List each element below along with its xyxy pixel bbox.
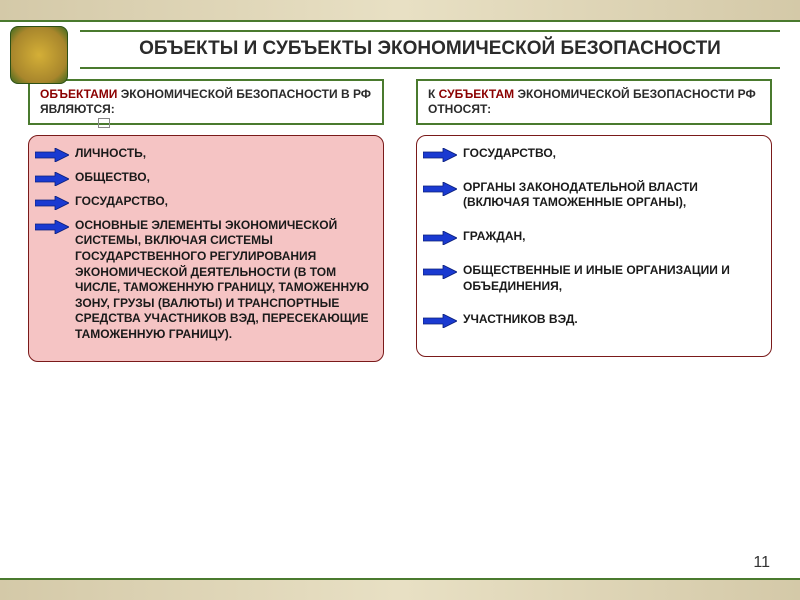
list-item: ГРАЖДАН, [423,229,763,245]
right-panel: ГОСУДАРСТВО, ОРГАНЫ ЗАКОНОДАТЕЛЬНОЙ ВЛАСТ… [416,135,772,357]
list-item-text: ОБЩЕСТВО, [75,170,150,186]
list-item: ЛИЧНОСТЬ, [35,146,375,162]
columns: ОБЪЕКТАМИ ЭКОНОМИЧЕСКОЙ БЕЗОПАСНОСТИ В Р… [0,69,800,362]
left-header-keyword: ОБЪЕКТАМИ [40,87,117,101]
list-item: ОБЩЕСТВЕННЫЕ И ИНЫЕ ОРГАНИЗАЦИИ И ОБЪЕДИ… [423,263,763,294]
list-item-text: ГРАЖДАН, [463,229,525,245]
list-item-text: ОБЩЕСТВЕННЫЕ И ИНЫЕ ОРГАНИЗАЦИИ И ОБЪЕДИ… [463,263,763,294]
arrow-icon [35,196,69,210]
right-column: К СУБЪЕКТАМ ЭКОНОМИЧЕСКОЙ БЕЗОПАСНОСТИ Р… [416,79,772,362]
title-area: ОБЪЕКТЫ И СУБЪЕКТЫ ЭКОНОМИЧЕСКОЙ БЕЗОПАС… [80,30,780,69]
list-item: ОБЩЕСТВО, [35,170,375,186]
frame-bottom [0,578,800,600]
left-panel: ЛИЧНОСТЬ, ОБЩЕСТВО, ГОСУДАРСТВО, ОСНОВНЫЕ Э… [28,135,384,362]
decorative-rect [98,118,110,128]
frame-top [0,0,800,22]
list-item: УЧАСТНИКОВ ВЭД. [423,312,763,328]
right-header: К СУБЪЕКТАМ ЭКОНОМИЧЕСКОЙ БЕЗОПАСНОСТИ Р… [416,79,772,125]
right-header-keyword: СУБЪЕКТАМ [439,87,514,101]
arrow-icon [423,231,457,245]
list-item: ОСНОВНЫЕ ЭЛЕМЕНТЫ ЭКОНОМИЧЕСКОЙ СИСТЕМЫ,… [35,218,375,343]
list-item: ГОСУДАРСТВО, [423,146,763,162]
left-header: ОБЪЕКТАМИ ЭКОНОМИЧЕСКОЙ БЕЗОПАСНОСТИ В Р… [28,79,384,125]
list-item-text: УЧАСТНИКОВ ВЭД. [463,312,578,328]
arrow-icon [423,182,457,196]
list-item-text: ОРГАНЫ ЗАКОНОДАТЕЛЬНОЙ ВЛАСТИ (ВКЛЮЧАЯ Т… [463,180,763,211]
arrow-icon [35,220,69,234]
list-item-text: ГОСУДАРСТВО, [463,146,556,162]
arrow-icon [423,148,457,162]
right-header-pre: К [428,87,439,101]
arrow-icon [35,172,69,186]
arrow-icon [423,265,457,279]
list-item-text: ГОСУДАРСТВО, [75,194,168,210]
arrow-icon [423,314,457,328]
emblem-icon [10,26,68,84]
left-column: ОБЪЕКТАМИ ЭКОНОМИЧЕСКОЙ БЕЗОПАСНОСТИ В Р… [28,79,384,362]
list-item: ОРГАНЫ ЗАКОНОДАТЕЛЬНОЙ ВЛАСТИ (ВКЛЮЧАЯ Т… [423,180,763,211]
list-item-text: ЛИЧНОСТЬ, [75,146,146,162]
list-item: ГОСУДАРСТВО, [35,194,375,210]
list-item-text: ОСНОВНЫЕ ЭЛЕМЕНТЫ ЭКОНОМИЧЕСКОЙ СИСТЕМЫ,… [75,218,375,343]
page-number: 11 [753,554,770,572]
arrow-icon [35,148,69,162]
page-title: ОБЪЕКТЫ И СУБЪЕКТЫ ЭКОНОМИЧЕСКОЙ БЕЗОПАС… [80,34,780,65]
